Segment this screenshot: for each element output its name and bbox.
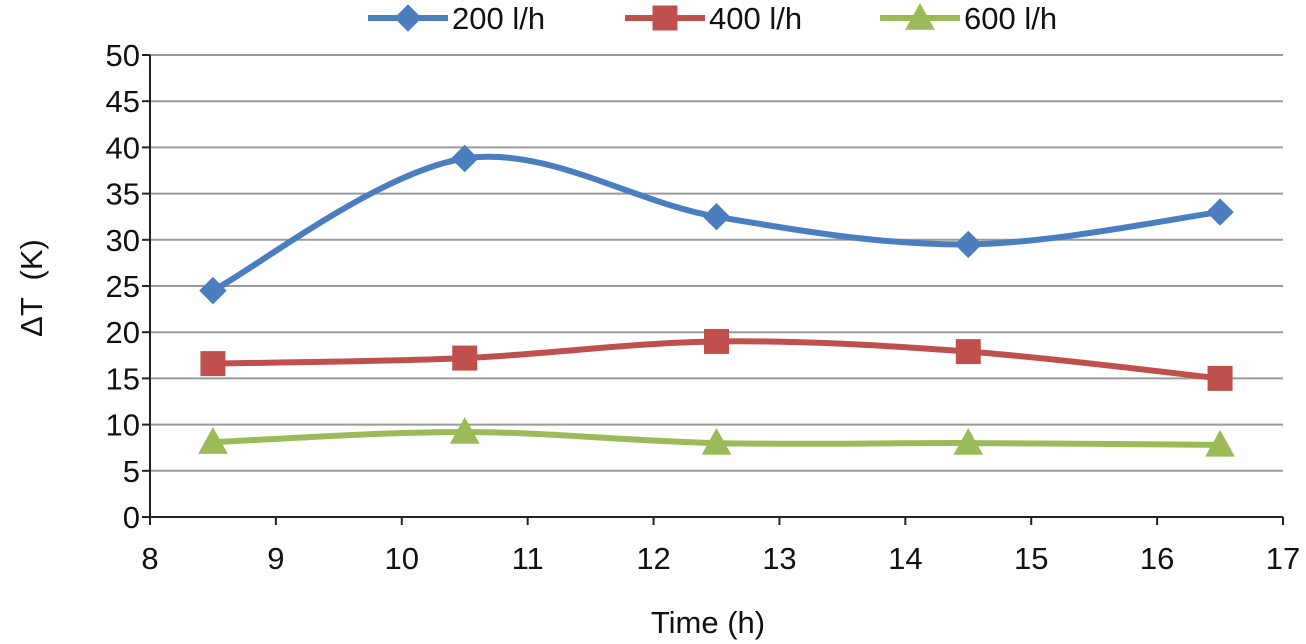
legend-marker-triangle <box>905 2 935 30</box>
x-tick-label: 13 <box>762 541 796 576</box>
x-ticks: 8 9 10 11 12 13 14 15 16 17 <box>141 517 1300 576</box>
x-tick-label: 8 <box>141 541 158 576</box>
y-tick-label: 20 <box>106 315 140 350</box>
legend-label: 400 l/h <box>709 1 802 36</box>
y-ticks: 0 5 10 15 20 25 30 35 40 45 50 <box>106 38 150 535</box>
data-point-triangle <box>449 416 480 444</box>
legend-label: 600 l/h <box>964 1 1057 36</box>
x-tick-label: 16 <box>1140 541 1174 576</box>
x-tick-label: 17 <box>1266 541 1300 576</box>
legend-item: 400 l/h <box>625 1 802 36</box>
y-tick-label: 50 <box>106 38 140 73</box>
series-group <box>198 144 1235 457</box>
gridlines <box>150 54 1283 472</box>
x-axis-label: Time (h) <box>651 605 765 640</box>
y-tick-label: 25 <box>106 269 140 304</box>
x-tick-label: 12 <box>636 541 670 576</box>
legend-item: 200 l/h <box>368 1 545 36</box>
legend-marker-diamond <box>394 4 422 32</box>
y-tick-label: 15 <box>106 361 140 396</box>
data-point-square <box>452 345 478 371</box>
x-tick-label: 14 <box>888 541 922 576</box>
data-point-diamond <box>702 202 731 231</box>
y-tick-label: 0 <box>123 500 140 535</box>
legend-label: 200 l/h <box>452 1 545 36</box>
legend-marker-square <box>652 5 678 31</box>
data-point-square <box>955 339 981 365</box>
y-tick-label: 40 <box>106 130 140 165</box>
data-point-diamond <box>954 230 982 259</box>
data-point-diamond <box>451 144 479 173</box>
y-tick-label: 30 <box>106 223 140 258</box>
legend: 200 l/h 400 l/h 600 l/h <box>368 1 1057 36</box>
y-tick-label: 35 <box>106 177 140 212</box>
legend-item: 600 l/h <box>880 1 1057 36</box>
data-point-triangle <box>1205 429 1235 457</box>
data-point-square <box>704 328 729 354</box>
data-point-square <box>200 351 226 377</box>
data-point-diamond <box>199 276 227 305</box>
data-point-triangle <box>953 428 984 455</box>
x-tick-label: 10 <box>385 541 419 576</box>
series-600lh-lh <box>198 416 1235 457</box>
y-tick-label: 10 <box>106 408 140 443</box>
x-tick-label: 15 <box>1014 541 1048 576</box>
y-tick-label: 5 <box>123 454 140 489</box>
y-axis-label: ΔT (K) <box>14 239 49 337</box>
data-point-triangle <box>198 427 228 454</box>
x-tick-label: 11 <box>512 541 544 576</box>
series-200lh-lh <box>199 144 1234 305</box>
x-tick-label: 9 <box>267 541 284 576</box>
y-tick-label: 45 <box>106 84 140 119</box>
data-point-triangle <box>701 428 732 455</box>
data-point-diamond <box>1206 198 1234 226</box>
series-400lh-lh <box>200 328 1233 391</box>
data-point-square <box>1207 365 1233 391</box>
